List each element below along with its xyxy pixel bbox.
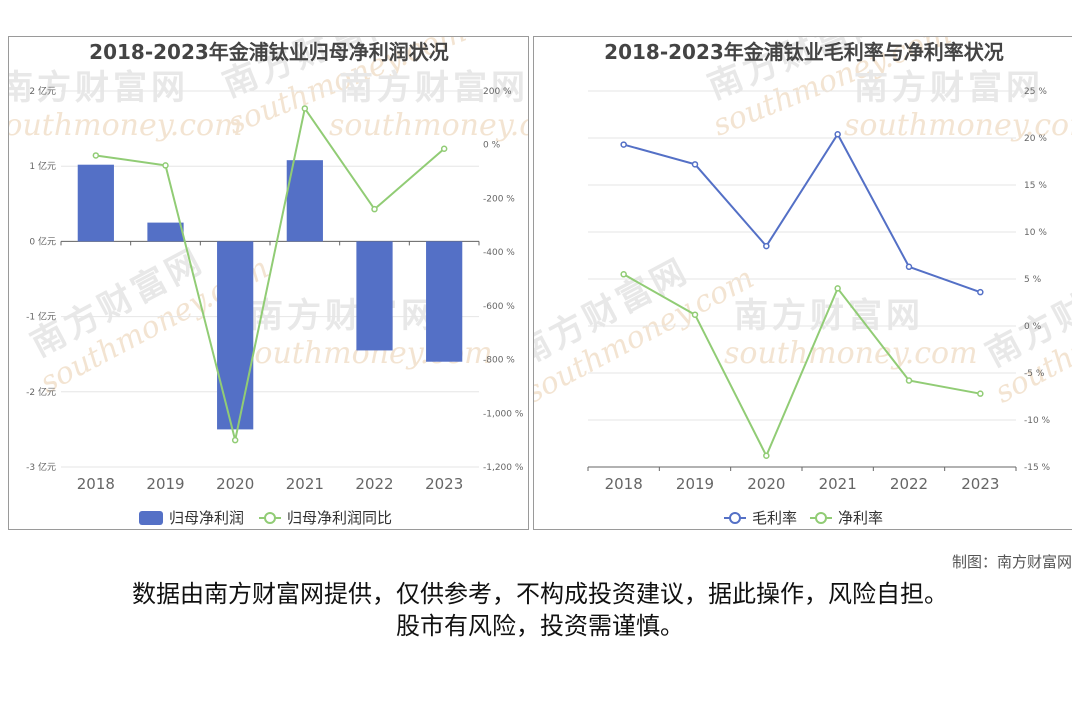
point-net-profit-yoy xyxy=(371,205,378,213)
bar-net-profit xyxy=(286,160,323,242)
point-net-profit-yoy xyxy=(231,436,239,444)
point-net-profit-yoy xyxy=(92,152,100,159)
x-tick-label: 2019 xyxy=(146,475,184,493)
y-right-tick-label: -15 % xyxy=(1024,463,1051,473)
y-right-tick-label: -10 % xyxy=(1024,416,1051,426)
disclaimer: 数据由南方财富网提供，仅供参考，不构成投资建议，据此操作，风险自担。 股市有风险… xyxy=(0,578,1080,642)
y-right-tick-label: -800 % xyxy=(483,356,515,366)
y-left-tick-label: 1 亿元 xyxy=(29,160,56,172)
point-gross-margin xyxy=(620,141,627,148)
watermark-text: 南方财富网 xyxy=(734,296,924,336)
y-right-tick-label: 10 % xyxy=(1024,228,1047,238)
chart-title: 2018-2023年金浦钛业毛利率与净利率状况 xyxy=(604,40,1004,64)
disclaimer-line-2: 股市有风险，投资需谨慎。 xyxy=(396,612,684,640)
bar-net-profit xyxy=(426,241,463,362)
x-tick-label: 2021 xyxy=(286,475,324,493)
y-right-tick-label: -1,200 % xyxy=(483,463,524,473)
y-right-tick-label: 25 % xyxy=(1024,87,1047,97)
x-tick-label: 2022 xyxy=(890,475,928,493)
point-net-margin xyxy=(620,271,627,278)
watermark-url: southmoney.com xyxy=(9,108,243,143)
x-tick-label: 2020 xyxy=(216,475,254,493)
y-right-tick-label: 5 % xyxy=(1024,275,1042,285)
bar-net-profit xyxy=(147,222,184,242)
watermark-text: 南方财富网 xyxy=(249,296,439,336)
chart-title: 2018-2023年金浦钛业归母净利润状况 xyxy=(89,40,449,64)
chart-credit: 制图：南方财富网 xyxy=(951,553,1072,571)
point-net-margin xyxy=(834,285,841,292)
y-left-tick-label: -3 亿元 xyxy=(26,461,56,473)
legend-label: 归母净利润同比 xyxy=(287,509,392,527)
right-chart-panel: 南方财富网 southmoney.com 南方财富网 southmoney.com 南方… xyxy=(533,36,1072,530)
point-net-margin xyxy=(905,377,913,384)
y-right-tick-label: -5 % xyxy=(1024,369,1045,379)
legend-label: 净利率 xyxy=(838,509,883,527)
disclaimer-line-1: 数据由南方财富网提供，仅供参考，不构成投资建议，据此操作，风险自担。 xyxy=(132,580,948,608)
x-tick-label: 2022 xyxy=(355,475,393,493)
point-gross-margin xyxy=(834,130,841,138)
x-tick-label: 2023 xyxy=(961,475,999,493)
watermark-text: 南方财富网 xyxy=(339,68,529,108)
line-net-margin xyxy=(623,273,981,459)
point-gross-margin xyxy=(763,242,770,250)
watermark-url: southmoney.com xyxy=(329,108,529,143)
left-chart-panel: 南方财富网 southmoney.com 南方财富网 southmoney.com 南方… xyxy=(8,36,529,530)
line-gross-margin xyxy=(623,132,981,294)
legend-swatch-marker xyxy=(815,512,827,524)
x-tick-label: 2018 xyxy=(77,475,115,493)
legend-label: 毛利率 xyxy=(752,509,797,527)
y-left-tick-label: 2 亿元 xyxy=(29,85,56,97)
x-tick-label: 2021 xyxy=(819,475,857,493)
y-right-tick-label: 0 % xyxy=(483,141,501,151)
y-right-tick-label: -400 % xyxy=(483,248,515,258)
margin-chart: 南方财富网southmoney.com南方财富网southmoney.com南方… xyxy=(534,37,1072,527)
point-gross-margin xyxy=(691,161,699,168)
watermark-url: southmoney.com xyxy=(844,108,1072,143)
point-net-profit-yoy xyxy=(301,105,309,112)
point-net-margin xyxy=(977,390,984,397)
watermark-text: 南方财富网 xyxy=(9,68,189,108)
legend-swatch-marker xyxy=(264,512,276,524)
point-gross-margin xyxy=(977,288,984,296)
x-tick-label: 2018 xyxy=(605,475,643,493)
net-profit-chart: 南方财富网southmoney.com南方财富网southmoney.com南方… xyxy=(9,37,529,527)
bar-net-profit xyxy=(356,241,393,351)
legend-swatch-bar xyxy=(139,511,163,525)
bar-net-profit xyxy=(77,164,114,242)
point-gross-margin xyxy=(905,263,913,271)
point-net-profit-yoy xyxy=(440,145,448,152)
legend-swatch-marker xyxy=(729,512,741,524)
watermark-url: southmoney.com xyxy=(724,336,978,371)
y-right-tick-label: 15 % xyxy=(1024,181,1047,191)
point-net-margin xyxy=(763,452,770,459)
x-tick-label: 2023 xyxy=(425,475,463,493)
point-net-profit-yoy xyxy=(162,162,169,169)
y-right-tick-label: 0 % xyxy=(1024,322,1042,332)
y-right-tick-label: 20 % xyxy=(1024,134,1047,144)
y-right-tick-label: -600 % xyxy=(483,302,515,312)
legend-label: 归母净利润 xyxy=(169,509,244,527)
y-right-tick-label: -1,000 % xyxy=(483,409,524,419)
bar-net-profit xyxy=(217,241,254,430)
y-right-tick-label: 200 % xyxy=(483,87,512,97)
point-net-margin xyxy=(691,311,699,318)
y-left-tick-label: -2 亿元 xyxy=(26,386,56,398)
y-left-tick-label: 0 亿元 xyxy=(29,235,56,247)
watermark-text: 南方财富网 xyxy=(854,68,1044,108)
line-net-profit-yoy xyxy=(95,105,445,441)
x-tick-label: 2019 xyxy=(676,475,714,493)
x-tick-label: 2020 xyxy=(747,475,785,493)
y-right-tick-label: -200 % xyxy=(483,194,515,204)
y-left-tick-label: -1 亿元 xyxy=(26,311,56,323)
